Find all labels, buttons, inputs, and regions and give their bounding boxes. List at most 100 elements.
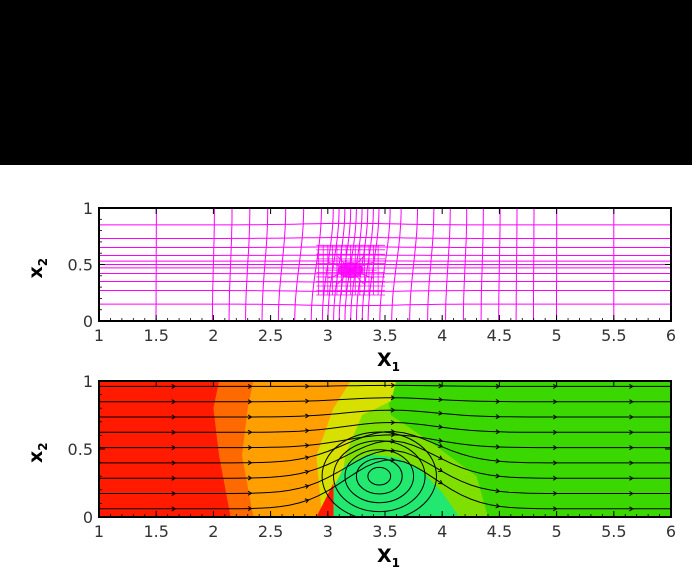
streamline-arrow (552, 399, 558, 405)
streamline-arrow (247, 445, 253, 451)
x-tick-label: 2 (208, 522, 218, 541)
x-tick-label: 4 (437, 326, 447, 345)
streamline-arrow (552, 460, 558, 466)
streamline-arrow (495, 429, 501, 435)
streamline-arrow (438, 443, 444, 448)
contour-streamline-plot: 1 1.5 2 2.5 3 3.5 4 4.5 5 5.5 6 0 0.5 1 X1 x2 (25, 372, 676, 570)
y-axis-label: x2 (25, 258, 50, 279)
mesh-line (350, 269, 374, 279)
streamline-arrow (304, 484, 310, 489)
streamline-arrow (629, 399, 634, 405)
contour-band (316, 483, 334, 517)
streamline-arrow (629, 383, 634, 389)
streamline (99, 449, 671, 494)
streamline-arrow (552, 429, 558, 435)
streamline-arrow (629, 506, 634, 512)
mesh-line (350, 256, 364, 271)
streamline-arrow (247, 429, 253, 435)
contour-field (99, 381, 671, 517)
streamline-arrow (629, 460, 634, 466)
streamline-arrow (390, 395, 396, 401)
x-tick-label: 4.5 (487, 522, 512, 541)
streamlines (99, 382, 671, 517)
y-tick-label: 1 (83, 199, 93, 218)
mesh-line (350, 269, 364, 285)
streamline-arrow (304, 443, 310, 449)
x-axis-label: X1 (377, 545, 400, 570)
streamline-arrow (305, 383, 310, 389)
y-tick-label: 1 (83, 372, 93, 391)
recirculation-loop (367, 466, 392, 486)
streamline (99, 434, 671, 449)
x-tick-label: 4 (437, 522, 447, 541)
streamline-arrow (438, 467, 444, 472)
y-tick-label: 0.5 (68, 256, 93, 275)
streamline-arrow (247, 414, 253, 420)
mesh-line (99, 246, 671, 248)
x-tick-label: 1.5 (143, 522, 168, 541)
x-tick-label: 6 (666, 522, 676, 541)
streamline-arrow (171, 491, 177, 497)
streamline-arrow (247, 506, 253, 512)
streamline-arrow (495, 473, 501, 479)
streamline (99, 409, 671, 418)
streamline (99, 459, 671, 510)
streamline-arrow (629, 429, 634, 435)
streamline-arrow (171, 475, 177, 481)
streamline-arrow (304, 428, 310, 434)
x-tick-label: 2.5 (258, 522, 283, 541)
streamline-arrow (390, 432, 396, 438)
mesh-line (350, 261, 374, 271)
streamline-arrow (552, 475, 558, 481)
mesh-plot: 1 1.5 2 2.5 3 3.5 4 4.5 5 5.5 6 0 0.5 1 X1 x2 (25, 199, 676, 374)
streamline-arrow (438, 438, 444, 443)
streamline-arrow (171, 445, 177, 451)
mesh-line (99, 237, 671, 239)
mesh-line (328, 269, 351, 279)
mesh-line (337, 256, 351, 271)
streamline-arrow (247, 460, 253, 466)
streamline-arrow (390, 382, 396, 388)
streamline-arrow (304, 498, 310, 504)
streamline-arrow (171, 506, 177, 512)
mesh-grid (99, 208, 671, 321)
streamline-arrow (629, 491, 634, 497)
streamline-arrow (495, 503, 501, 509)
streamline-arrow (495, 488, 501, 494)
streamline-arrow (629, 475, 634, 481)
plots-svg: 1 1.5 2 2.5 3 3.5 4 4.5 5 5.5 6 0 0.5 1 X1 x2 1 1.5 2 2.5 3… (25, 199, 676, 570)
streamline-arrow (304, 413, 310, 419)
x-tick-label: 4.5 (487, 326, 512, 345)
streamline-arrow (438, 397, 444, 403)
streamline-arrow (171, 399, 177, 405)
streamline-arrow (495, 398, 501, 405)
x-tick-label: 2 (208, 326, 218, 345)
streamline-arrow (390, 420, 396, 426)
black-background-band (0, 0, 692, 165)
recirculation-loop (321, 431, 437, 517)
x-tick-label: 5 (552, 326, 562, 345)
contour-band (99, 381, 231, 517)
streamline-arrow (304, 469, 310, 475)
mesh-line (99, 303, 671, 307)
mesh-line (99, 281, 671, 283)
streamline-arrow (438, 479, 444, 485)
x-tick-label: 5 (552, 522, 562, 541)
y-tick-label: 0 (83, 508, 93, 527)
streamline-arrow (247, 399, 253, 405)
x-tick-label: 3.5 (372, 522, 397, 541)
x-tick-label: 2.5 (258, 326, 283, 345)
streamline-arrow (552, 506, 558, 512)
streamline-arrow (247, 475, 253, 481)
mesh-line (99, 290, 671, 292)
streamline-arrow (629, 414, 634, 420)
x-tick-label: 3.5 (372, 326, 397, 345)
x-axis-label: X1 (377, 349, 400, 374)
streamline-arrow (629, 445, 634, 451)
streamline-arrow (552, 414, 558, 420)
streamline-arrow (171, 414, 177, 420)
streamline-arrow (390, 407, 396, 413)
streamline-arrow (171, 429, 177, 435)
streamline (99, 421, 671, 433)
